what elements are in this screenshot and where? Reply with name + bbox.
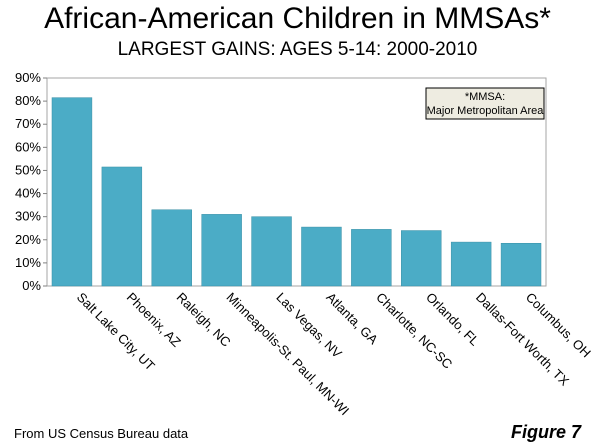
y-tick-label: 10% [15, 255, 41, 270]
bar [351, 229, 392, 287]
bars-group [51, 97, 542, 287]
bar [101, 166, 143, 287]
chart-title: African-American Children in MMSAs* [44, 2, 551, 35]
bar [201, 214, 242, 287]
bar [500, 242, 542, 287]
note-box-background [425, 87, 545, 120]
plot-area-border [46, 77, 547, 287]
bar [301, 226, 342, 287]
x-tick-label: Dallas-Fort Worth, TX [473, 290, 572, 389]
note-line-1: *MMSA: [465, 91, 505, 103]
y-tick-label: 80% [15, 93, 41, 108]
y-tick-label: 0% [22, 278, 41, 293]
mmsa-note-box: *MMSA: Major Metropolitan Area [425, 87, 545, 120]
figure-label: Figure 7 [510, 422, 581, 442]
bar [401, 230, 442, 287]
y-axis: 0% 10% 20% 30% 40% 50% 60% 70% 80% 90% [15, 70, 47, 293]
bar [151, 209, 192, 287]
note-line-2: Major Metropolitan Area [427, 105, 545, 117]
y-tick-label: 40% [15, 186, 41, 201]
y-tick-label: 20% [15, 232, 41, 247]
chart-subtitle: LARGEST GAINS: AGES 5-14: 2000-2010 [117, 39, 478, 60]
bar [450, 241, 492, 287]
y-tick-label: 90% [15, 70, 41, 85]
y-tick-label: 30% [15, 209, 41, 224]
bar [51, 97, 93, 287]
y-tick-label: 50% [15, 162, 41, 177]
bar [251, 216, 292, 287]
y-tick-label: 70% [15, 116, 41, 131]
source-note: From US Census Bureau data [14, 426, 189, 441]
y-tick-label: 60% [15, 139, 41, 154]
